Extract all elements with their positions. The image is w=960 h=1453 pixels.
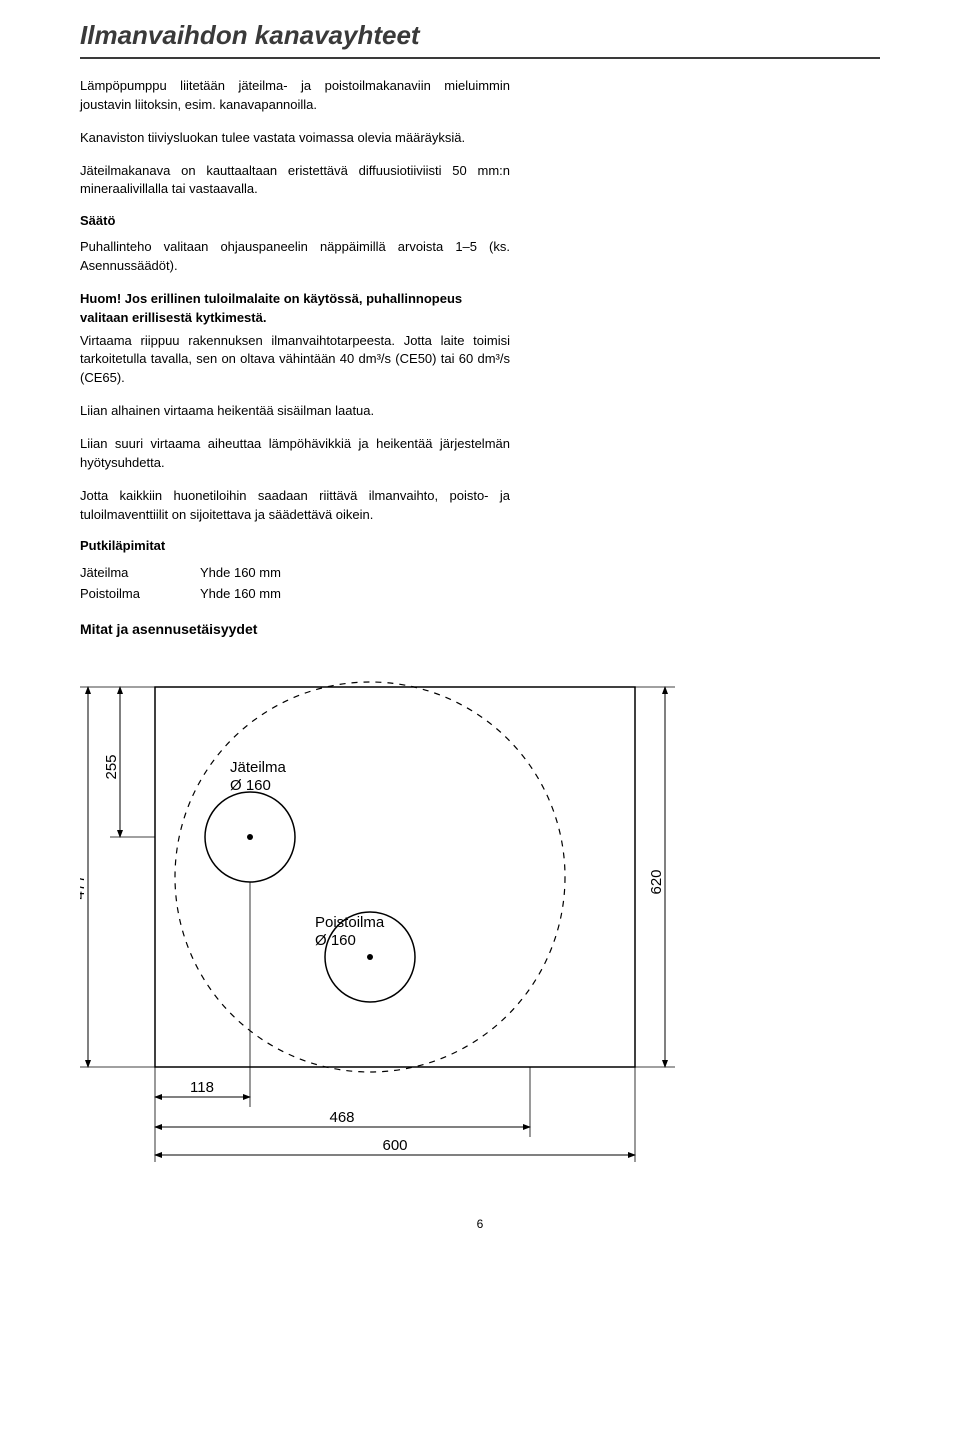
poistoilma-center-dot	[367, 954, 373, 960]
putki-heading: Putkiläpimitat	[80, 538, 880, 553]
spec-value: Yhde 160 mm	[200, 584, 400, 605]
poistoilma-label: Poistoilma	[315, 914, 385, 931]
saato-heading: Säätö	[80, 213, 880, 228]
jateilma-label: Jäteilma	[230, 759, 287, 776]
page-number: 6	[80, 1217, 880, 1231]
dimensions-heading: Mitat ja asennusetäisyydet	[80, 621, 880, 637]
dim-620: 620	[648, 869, 665, 894]
spec-label: Poistoilma	[80, 584, 200, 605]
dim-118: 118	[190, 1079, 214, 1096]
saato-paragraph: Puhallinteho valitaan ohjauspaneelin näp…	[80, 238, 510, 276]
liian-alhainen-paragraph: Liian alhainen virtaama heikentää sisäil…	[80, 402, 510, 421]
dim-468: 468	[329, 1109, 354, 1126]
clearance-circle	[175, 682, 565, 1072]
intro-paragraph-2: Kanaviston tiiviysluokan tulee vastata v…	[80, 129, 510, 148]
intro-paragraph-3: Jäteilmakanava on kauttaaltaan eristettä…	[80, 162, 510, 200]
jateilma-diameter: Ø 160	[230, 777, 271, 794]
specs-table: Jäteilma Yhde 160 mm Poistoilma Yhde 160…	[80, 563, 880, 605]
jateilma-center-dot	[247, 834, 253, 840]
dim-255: 255	[103, 754, 120, 779]
dim-477: 477	[80, 874, 88, 899]
liian-suuri-paragraph: Liian suuri virtaama aiheuttaa lämpöhävi…	[80, 435, 510, 473]
dim-600: 600	[382, 1137, 407, 1154]
technical-diagram: Jäteilma Ø 160 Poistoilma Ø 160 477 255 …	[80, 677, 700, 1177]
intro-paragraph-1: Lämpöpumppu liitetään jäteilma- ja poist…	[80, 77, 510, 115]
virtaama-paragraph: Virtaama riippuu rakennuksen ilmanvaihto…	[80, 332, 510, 389]
huom-note: Huom! Jos erillinen tuloilmalaite on käy…	[80, 290, 510, 328]
spec-label: Jäteilma	[80, 563, 200, 584]
spec-value: Yhde 160 mm	[200, 563, 400, 584]
page-title: Ilmanvaihdon kanavayhteet	[80, 20, 880, 59]
jotta-paragraph: Jotta kaikkiin huonetiloihin saadaan rii…	[80, 487, 510, 525]
poistoilma-diameter: Ø 160	[315, 932, 356, 949]
